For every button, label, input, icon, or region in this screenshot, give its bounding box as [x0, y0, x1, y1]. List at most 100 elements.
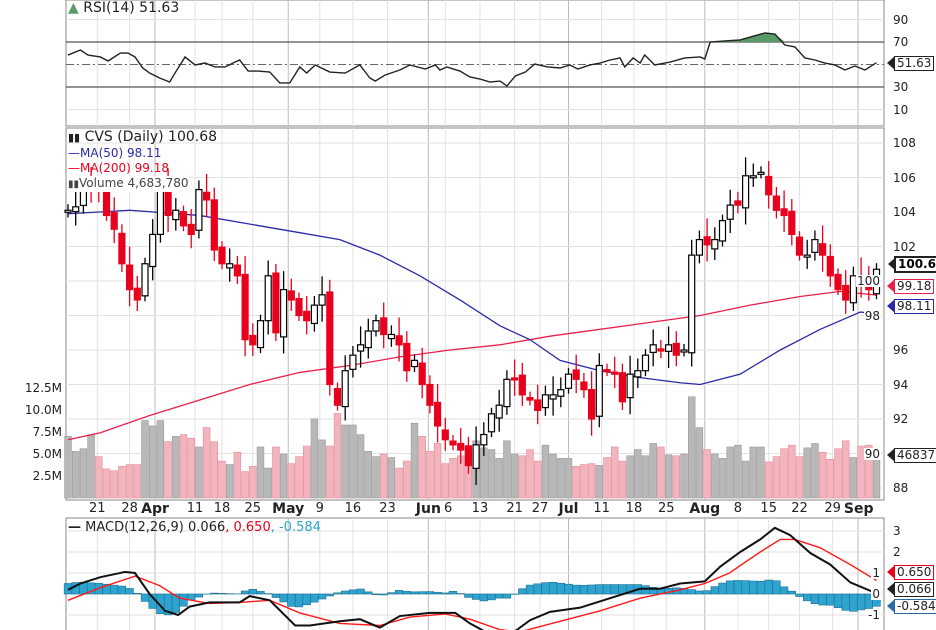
macd-histogram-bar	[179, 593, 188, 607]
ma200-legend: —MA(200) 99.18	[68, 161, 169, 175]
volume-bar	[549, 453, 557, 499]
macd-histogram-bar	[441, 592, 450, 595]
x-tick-label: 18	[625, 501, 643, 516]
volume-bar	[333, 413, 342, 499]
macd-hist-callout: -0.584	[887, 599, 936, 614]
candle-body	[102, 190, 111, 217]
volume-bar	[834, 448, 842, 499]
volume-bar	[603, 457, 611, 499]
macd-histogram-bar	[479, 593, 488, 602]
ma50-label: MA(50) 98.11	[80, 146, 162, 160]
volume-bar	[387, 457, 396, 499]
volume-bars-icon: ▮▮	[68, 179, 80, 190]
volume-tick-label: 12.5M	[24, 381, 62, 395]
macd-histogram-bar	[287, 593, 296, 607]
candle-body	[788, 210, 796, 236]
macd-histogram-bar	[795, 593, 804, 597]
macd-histogram-bar	[133, 592, 142, 595]
volume-bar	[272, 446, 280, 499]
candle-body	[726, 204, 734, 220]
x-tick-label: 23	[379, 501, 396, 516]
macd-histogram-bar	[548, 582, 558, 595]
macd-histogram-bar	[471, 593, 481, 600]
volume-bar	[818, 451, 827, 499]
candle-body	[434, 401, 442, 427]
macd-histogram-bar	[602, 584, 612, 595]
x-tick-label: 22	[791, 501, 808, 516]
x-tick-label: 28	[121, 501, 138, 516]
candle-body	[734, 200, 742, 206]
candle-body	[287, 290, 295, 301]
volume-bar	[418, 436, 426, 499]
volume-bar	[764, 461, 773, 499]
volume-bar	[110, 470, 118, 499]
macd-tick-label: 2	[893, 545, 901, 559]
candle-body	[395, 335, 403, 346]
macd-histogram-bar	[364, 591, 373, 595]
volume-bar	[125, 464, 134, 499]
macd-histogram-bar	[110, 584, 119, 595]
candle-body	[295, 297, 303, 317]
volume-bar	[672, 455, 681, 499]
volume-bar	[811, 443, 819, 499]
x-tick-label: 11	[186, 501, 204, 516]
volume-bar	[533, 460, 542, 499]
candle-body	[549, 394, 557, 400]
volume-bar	[649, 443, 657, 499]
candle-body	[711, 239, 719, 250]
macd-histogram-bar	[348, 589, 358, 595]
macd-value: 0.066	[188, 520, 226, 535]
x-tick-label: Jul	[558, 501, 579, 517]
volume-bar	[795, 456, 804, 499]
macd-histogram-bar	[341, 590, 350, 595]
volume-bar	[241, 471, 249, 499]
price-tick-label: 90	[863, 446, 881, 461]
macd-hist-value: -0.584	[278, 520, 321, 535]
macd-histogram-bar	[402, 591, 411, 595]
price-tick-label: 102	[893, 239, 916, 254]
volume-bar	[202, 427, 211, 499]
macd-histogram-bar	[556, 582, 565, 595]
candle-body	[318, 294, 326, 306]
volume-bar	[826, 458, 835, 499]
volume-bar	[803, 447, 811, 499]
candle-body	[326, 291, 334, 386]
volume-bar	[841, 440, 850, 499]
volume-bar	[264, 467, 272, 499]
macd-tick-label: 1	[871, 566, 881, 580]
price-tick-label: 88	[893, 481, 909, 495]
price-tick-label: 92	[893, 412, 909, 426]
candle-body	[472, 444, 480, 469]
macd-histogram-bar	[248, 588, 257, 595]
macd-histogram-bar	[826, 593, 835, 606]
rsi-tick-label: 70	[893, 35, 909, 49]
volume-bar	[372, 456, 380, 499]
volume-bar	[564, 458, 573, 499]
macd-histogram-bar	[125, 588, 134, 595]
volume-bar	[872, 456, 881, 499]
volume-legend: ▮▮Volume 4,683,780	[68, 176, 189, 192]
candle-body	[541, 394, 550, 409]
macd-histogram-bar	[810, 593, 820, 604]
candle-body	[264, 275, 272, 322]
x-tick-label: 16	[344, 501, 362, 516]
macd-histogram-bar	[833, 593, 843, 609]
x-tick-label: 25	[658, 501, 675, 516]
x-tick-label: 25	[244, 501, 262, 516]
volume-bar	[226, 464, 234, 499]
candle-body	[464, 445, 472, 467]
volume-bar	[356, 434, 365, 499]
volume-bar	[726, 446, 734, 499]
candle-body	[480, 433, 488, 446]
volume-bar	[749, 446, 758, 499]
macd-histogram-bar	[410, 591, 419, 595]
volume-bar	[641, 455, 650, 499]
macd-histogram-bar	[394, 590, 404, 595]
candle-body	[795, 236, 804, 256]
candle-body	[741, 175, 750, 209]
volume-bar	[734, 444, 742, 499]
close-price-callout: 100.68	[887, 256, 936, 273]
price-tick-label: 96	[893, 343, 909, 357]
volume-callout: 468378	[887, 448, 936, 463]
candle-body	[64, 209, 72, 213]
